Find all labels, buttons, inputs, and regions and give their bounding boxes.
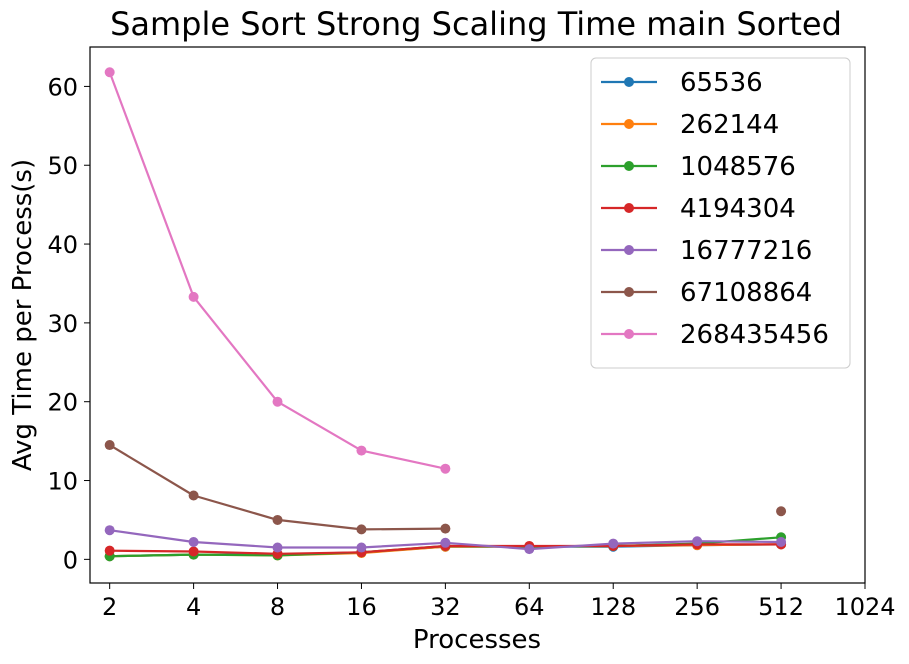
x-axis-label: Processes bbox=[413, 625, 541, 655]
y-axis-label: Avg Time per Process(s) bbox=[8, 159, 38, 471]
legend-marker bbox=[624, 287, 634, 297]
x-tick-label: 1024 bbox=[834, 593, 895, 621]
x-tick-label: 128 bbox=[590, 593, 636, 621]
legend-label: 1048576 bbox=[680, 152, 796, 182]
y-axis: 0 10 20 30 40 50 60 bbox=[47, 73, 90, 574]
y-tick-label: 60 bbox=[47, 73, 78, 101]
series-67108864 bbox=[104, 440, 787, 535]
y-tick-label: 0 bbox=[63, 546, 78, 574]
data-point bbox=[524, 544, 535, 555]
data-point bbox=[608, 538, 619, 549]
x-tick-label: 64 bbox=[514, 593, 545, 621]
legend-marker bbox=[624, 329, 634, 339]
data-point bbox=[692, 536, 703, 547]
data-point bbox=[188, 490, 199, 501]
data-point bbox=[104, 67, 115, 78]
y-tick-label: 40 bbox=[47, 231, 78, 259]
legend-label: 4194304 bbox=[680, 194, 796, 224]
data-point bbox=[776, 506, 787, 517]
legend-frame bbox=[590, 57, 851, 369]
chart-title: Sample Sort Strong Scaling Time main Sor… bbox=[110, 5, 842, 43]
axes-frame bbox=[89, 46, 866, 584]
data-point bbox=[104, 440, 115, 451]
y-tick-label: 10 bbox=[47, 468, 78, 496]
legend-marker bbox=[624, 77, 634, 87]
series-268435456 bbox=[104, 67, 451, 474]
x-axis: 2 4 8 16 32 64 128 256 512 1024 bbox=[102, 583, 896, 621]
data-point bbox=[104, 545, 115, 556]
data-point bbox=[272, 542, 283, 553]
legend-item: 67108864 bbox=[601, 278, 812, 308]
data-point bbox=[104, 525, 115, 536]
x-tick-label: 4 bbox=[186, 593, 201, 621]
data-point bbox=[188, 291, 199, 302]
x-tick-label: 256 bbox=[674, 593, 720, 621]
y-tick-label: 30 bbox=[47, 310, 78, 338]
legend-label: 67108864 bbox=[680, 278, 812, 308]
legend-marker bbox=[624, 203, 634, 213]
data-point bbox=[356, 445, 367, 456]
data-point bbox=[272, 396, 283, 407]
legend-marker bbox=[624, 119, 634, 129]
data-point bbox=[272, 514, 283, 525]
x-tick-label: 32 bbox=[430, 593, 461, 621]
data-point bbox=[188, 546, 199, 557]
legend-marker bbox=[624, 245, 634, 255]
data-point bbox=[440, 463, 451, 474]
data-point bbox=[356, 542, 367, 553]
legend-marker bbox=[624, 161, 634, 171]
legend-item: 16777216 bbox=[601, 236, 812, 266]
x-tick-label: 512 bbox=[758, 593, 804, 621]
legend-label: 262144 bbox=[680, 110, 779, 140]
legend-item: 268435456 bbox=[601, 320, 829, 350]
data-point bbox=[440, 537, 451, 548]
legend: 65536 262144 1048576 4194304 16777216 6710886… bbox=[590, 57, 851, 369]
plot-area bbox=[104, 67, 787, 562]
series-16777216 bbox=[104, 525, 787, 555]
legend-item: 262144 bbox=[601, 110, 779, 140]
series-line bbox=[108, 71, 446, 470]
legend-label: 16777216 bbox=[680, 236, 812, 266]
y-tick-label: 50 bbox=[47, 152, 78, 180]
x-tick-label: 2 bbox=[102, 593, 117, 621]
legend-item: 1048576 bbox=[601, 152, 796, 182]
data-point bbox=[356, 524, 367, 535]
legend-item: 4194304 bbox=[601, 194, 796, 224]
legend-item: 65536 bbox=[601, 68, 763, 98]
data-point bbox=[440, 523, 451, 534]
y-tick-label: 20 bbox=[47, 389, 78, 417]
x-tick-label: 8 bbox=[270, 593, 285, 621]
x-tick-label: 16 bbox=[346, 593, 377, 621]
data-point bbox=[776, 537, 787, 548]
data-point bbox=[188, 537, 199, 548]
legend-label: 65536 bbox=[680, 68, 763, 98]
legend-label: 268435456 bbox=[680, 320, 829, 350]
